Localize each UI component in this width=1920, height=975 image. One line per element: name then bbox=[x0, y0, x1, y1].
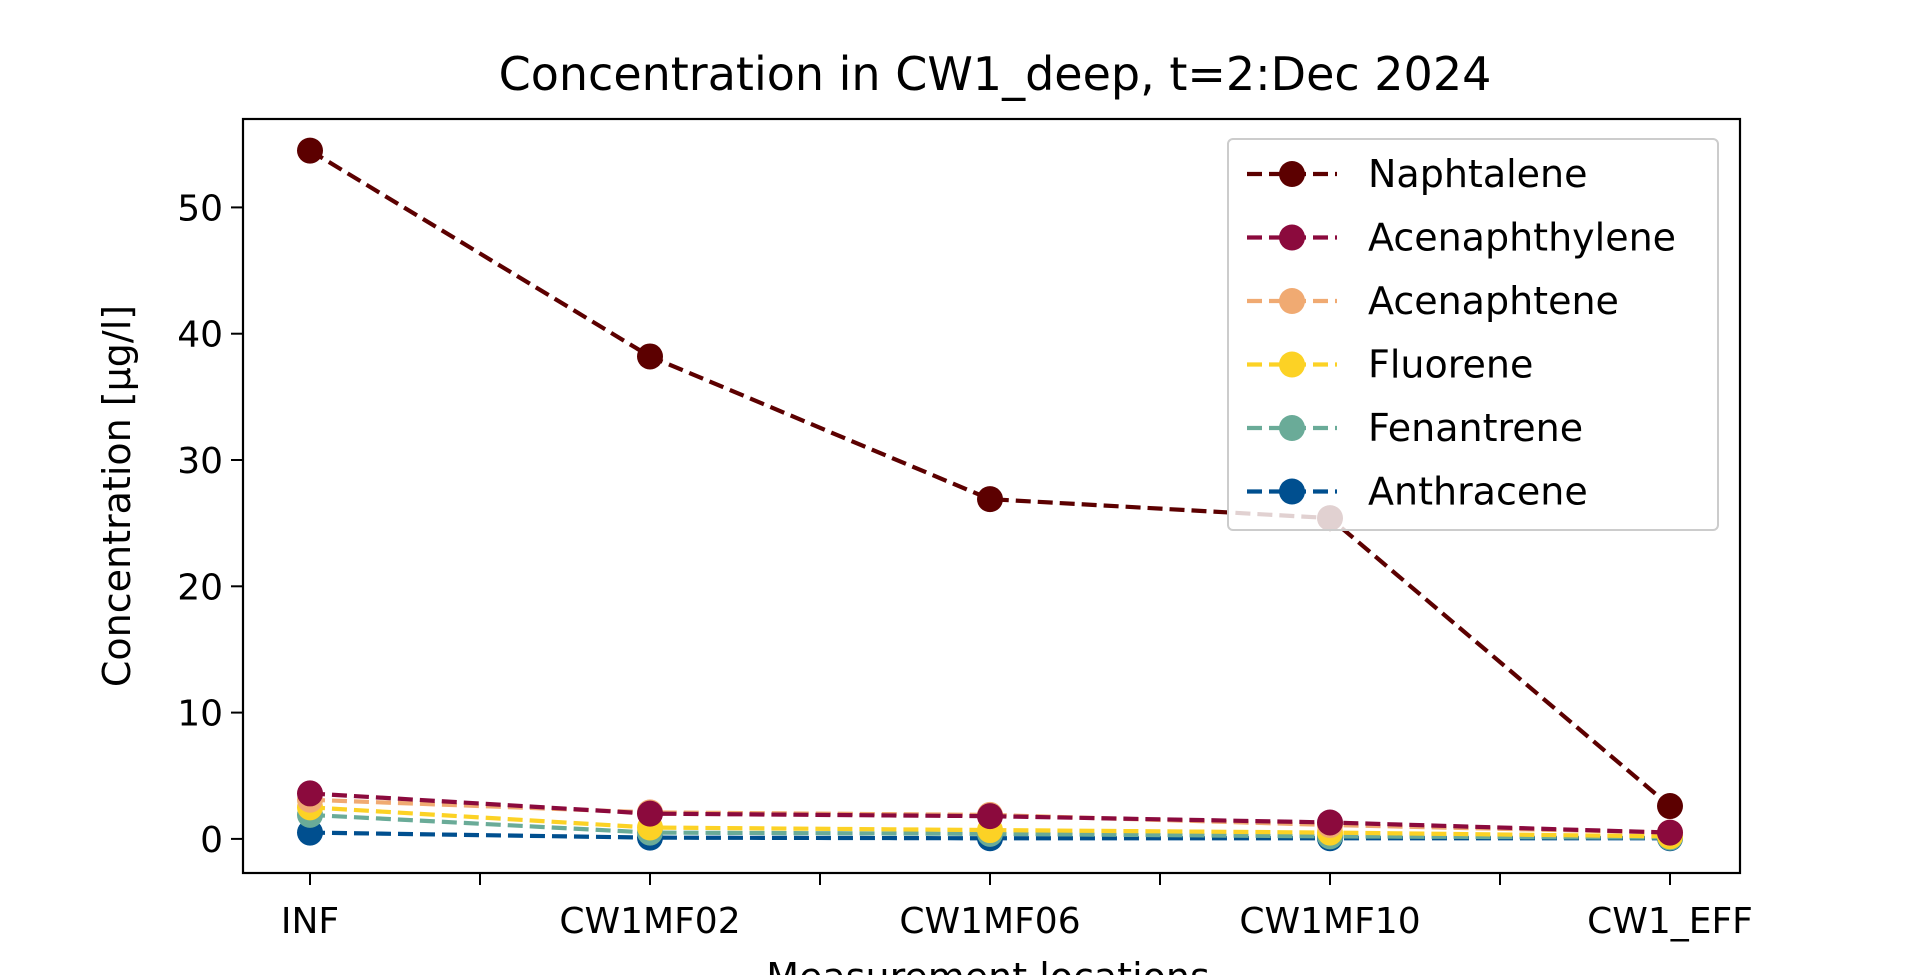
y-axis: 0 10 20 30 40 50 bbox=[177, 188, 243, 861]
x-tick-label: CW1MF06 bbox=[899, 901, 1080, 942]
series-line-fluorene bbox=[309, 805, 1671, 839]
y-tick-label: 40 bbox=[177, 315, 223, 356]
data-point-naphtalene bbox=[297, 137, 323, 164]
y-tick-label: 0 bbox=[200, 820, 223, 861]
legend-label: Fluorene bbox=[1368, 343, 1533, 387]
plot-area bbox=[297, 137, 1683, 852]
x-tick-label: CW1MF10 bbox=[1239, 901, 1420, 942]
legend-swatch-marker bbox=[1279, 351, 1305, 378]
series-line-naphtalene bbox=[308, 148, 1672, 808]
legend-swatch-marker bbox=[1279, 224, 1305, 251]
legend: Naphtalene Acenaphthylene Acenaphtene Fluor… bbox=[1227, 138, 1719, 531]
plot-frame bbox=[241, 117, 1742, 875]
data-point-acenaphthylene bbox=[1317, 809, 1343, 836]
x-tick-label: CW1MF02 bbox=[559, 901, 740, 942]
data-point-acenaphthylene bbox=[1657, 819, 1683, 846]
legend-swatch-marker bbox=[1279, 478, 1305, 505]
legend-label: Naphtalene bbox=[1368, 152, 1588, 196]
legend-label: Anthracene bbox=[1368, 470, 1588, 514]
legend-swatch-marker bbox=[1279, 415, 1305, 441]
y-axis-label: Concentration [µg/l] bbox=[95, 305, 139, 687]
data-point-acenaphthylene bbox=[977, 803, 1003, 830]
legend-label: Fenantrene bbox=[1368, 406, 1583, 450]
data-point-naphtalene bbox=[637, 343, 663, 370]
chart-title: Concentration in CW1_deep, t=2:Dec 2024 bbox=[499, 47, 1492, 101]
legend-swatch-marker bbox=[1279, 161, 1305, 187]
series-line-acenaphthylene bbox=[309, 791, 1671, 835]
x-axis-label: Measurement locations bbox=[766, 955, 1210, 975]
legend-swatch-marker bbox=[1279, 288, 1305, 314]
y-tick-label: 30 bbox=[177, 441, 223, 482]
x-tick-label: INF bbox=[281, 901, 339, 942]
data-point-acenaphthylene bbox=[637, 800, 663, 827]
legend-label: Acenaphtene bbox=[1368, 279, 1619, 323]
series-line-fenantrene bbox=[309, 812, 1671, 840]
legend-label: Acenaphthylene bbox=[1368, 216, 1676, 260]
data-point-acenaphthylene bbox=[297, 780, 323, 807]
y-tick-label: 50 bbox=[177, 188, 223, 229]
y-tick-label: 20 bbox=[177, 567, 223, 608]
data-point-naphtalene bbox=[977, 486, 1003, 513]
y-tick-label: 10 bbox=[177, 694, 223, 735]
data-point-naphtalene bbox=[1657, 793, 1683, 820]
legend-box bbox=[1227, 138, 1719, 531]
x-tick-label: CW1_EFF bbox=[1587, 901, 1753, 942]
x-axis: INF CW1MF02 CW1MF06 CW1MF10 CW1_EFF bbox=[281, 873, 1753, 942]
